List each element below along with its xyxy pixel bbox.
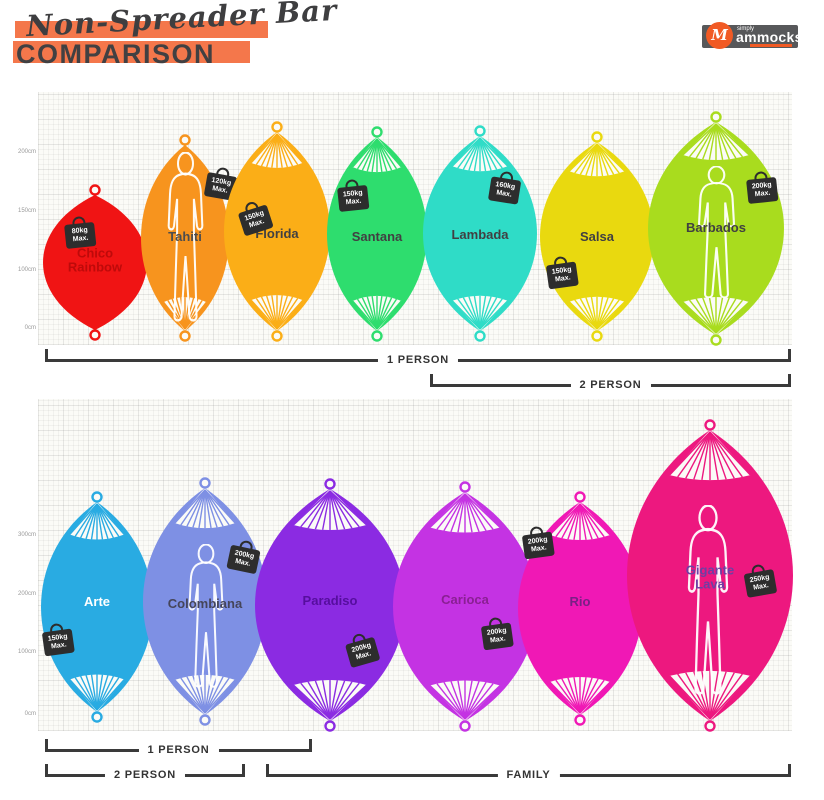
size-bracket-2-person: 2 PERSON <box>430 374 791 391</box>
weight-tag-barbados: 200kg Max. <box>745 170 779 206</box>
y-axis-tick: 200cm <box>17 149 36 155</box>
person-outline <box>698 166 735 299</box>
hammock-label-chico-rainbow: Chico Rainbow <box>67 245 123 275</box>
y-axis-tick: 150cm <box>17 208 36 214</box>
bracket-label: 1 PERSON <box>377 354 459 366</box>
size-bracket-1-person: 1 PERSON <box>45 349 791 366</box>
hammock-label-arte: Arte <box>83 593 111 609</box>
weight-tag-label: 150kg Max. <box>337 184 370 212</box>
hammock-label-lambada: Lambada <box>451 226 509 242</box>
hammock-label-salsa: Salsa <box>580 228 614 244</box>
hammock-shape-carioca <box>393 481 537 732</box>
y-axis-tick: 100cm <box>17 267 36 273</box>
weight-tag-label: 200kg Max. <box>344 636 381 669</box>
title-accent-bar-2 <box>13 41 250 63</box>
bracket-label: 2 PERSON <box>104 769 186 781</box>
simply-hammocks-logo: M simply ammocks <box>702 22 802 49</box>
hammock-label-gigante-lava: Gigante Lava <box>685 562 735 592</box>
size-bracket-family: FAMILY <box>266 764 791 781</box>
person-outline <box>687 505 729 695</box>
hammock-label-carioca: Carioca <box>441 591 489 607</box>
weight-tag-label: 150kg Max. <box>545 261 579 290</box>
logo-tagline-bar <box>750 44 792 47</box>
hammock-label-florida: Florida <box>255 225 299 241</box>
hammock-shape-barbados <box>648 111 784 346</box>
weight-tag-label: 200kg Max. <box>746 176 779 204</box>
weight-tag-santana: 150kg Max. <box>336 178 370 214</box>
hammock-label-santana: Santana <box>351 228 403 244</box>
person-outline <box>167 152 204 322</box>
weight-tag-label: 80kg Max. <box>64 221 97 249</box>
hammock-label-tahiti: Tahiti <box>168 228 202 244</box>
weight-tag-label: 250kg Max. <box>743 569 778 598</box>
weight-tag-label: 150kg Max. <box>41 628 75 657</box>
logo-prefix: simply <box>737 26 755 32</box>
weight-tag-label: 200kg Max. <box>521 531 555 560</box>
page-title-main: COMPARISON <box>16 39 216 69</box>
weight-tag-lambada: 160kg Max. <box>487 169 523 206</box>
title-accent-bar-1 <box>15 21 268 38</box>
size-bracket-1-person: 1 PERSON <box>45 739 312 756</box>
logo-name: ammocks <box>736 29 803 45</box>
weight-tag-arte: 150kg Max. <box>41 622 75 659</box>
weight-tag-salsa: 150kg Max. <box>545 255 579 292</box>
weight-tag-gigante-lava: 250kg Max. <box>742 562 778 600</box>
y-axis-tick: 100cm <box>17 649 36 655</box>
y-axis-tick: 200cm <box>17 591 36 597</box>
person-outline <box>188 544 224 688</box>
bracket-label: 1 PERSON <box>138 744 219 756</box>
hammock-shape-florida <box>224 121 330 342</box>
hammock-label-rio: Rio <box>569 593 591 609</box>
hammock-label-paradiso: Paradiso <box>302 592 358 608</box>
weight-tag-label: 160kg Max. <box>487 176 522 205</box>
weight-tag-rio: 200kg Max. <box>521 525 555 562</box>
size-bracket-2-person: 2 PERSON <box>45 764 245 781</box>
bracket-label: FAMILY <box>497 769 560 781</box>
hammock-shape-gigante-lava <box>627 419 793 732</box>
y-axis-tick: 300cm <box>17 532 36 538</box>
y-axis-tick: 0cm <box>24 711 36 717</box>
y-axis-tick: 0cm <box>24 325 36 331</box>
hammock-label-colombiana: Colombiana <box>167 595 243 611</box>
weight-tag-chico-rainbow: 80kg Max. <box>63 215 97 251</box>
hammock-shape-arte <box>41 491 153 723</box>
bracket-label: 2 PERSON <box>570 379 651 391</box>
hammock-logo-icon: M <box>706 22 733 49</box>
hammock-label-barbados: Barbados <box>686 219 746 235</box>
